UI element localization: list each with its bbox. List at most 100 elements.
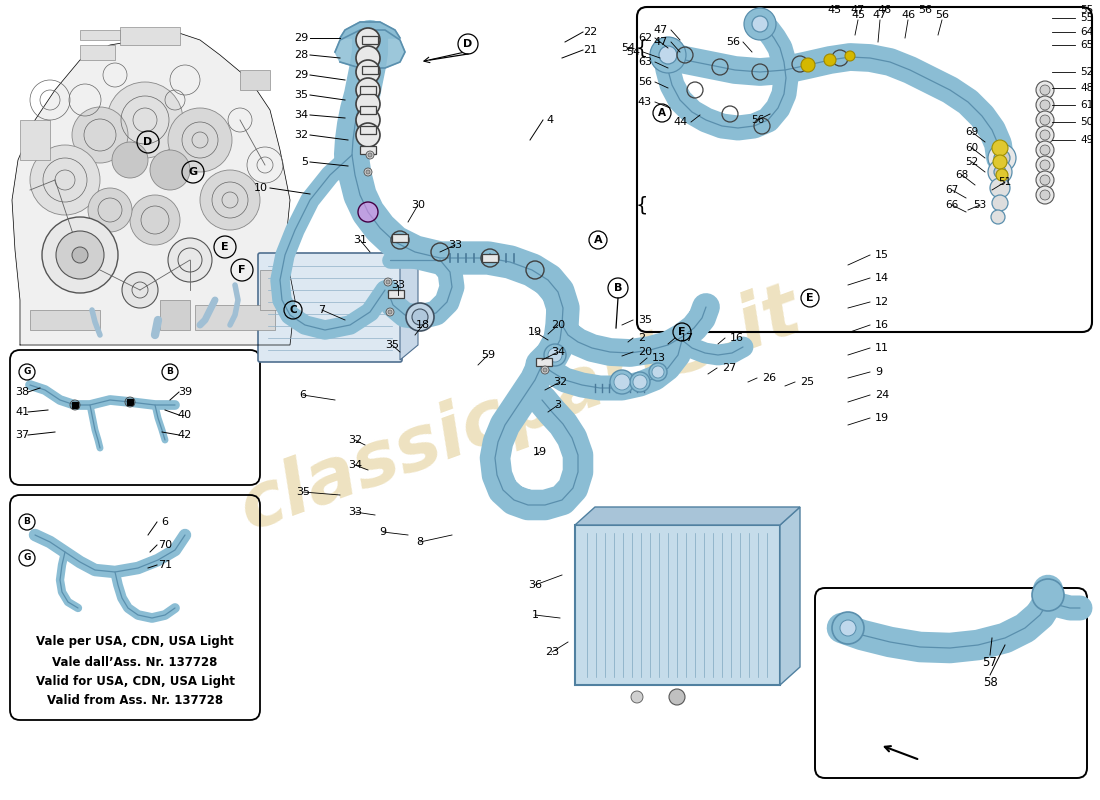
Text: B: B xyxy=(614,283,623,293)
Bar xyxy=(30,310,100,330)
Bar xyxy=(120,27,180,45)
Circle shape xyxy=(364,168,372,176)
Text: 49: 49 xyxy=(1080,135,1093,145)
Text: 23: 23 xyxy=(544,647,559,657)
Circle shape xyxy=(42,217,118,293)
Circle shape xyxy=(88,188,132,232)
Text: 22: 22 xyxy=(583,27,597,37)
Circle shape xyxy=(72,107,128,163)
Text: 33: 33 xyxy=(448,240,462,250)
Circle shape xyxy=(659,46,676,64)
Circle shape xyxy=(1036,171,1054,189)
Text: 56: 56 xyxy=(726,37,740,47)
Text: 38: 38 xyxy=(15,387,29,397)
Text: 43: 43 xyxy=(638,97,652,107)
Text: 51: 51 xyxy=(999,177,1012,187)
Text: {: { xyxy=(636,38,648,58)
Text: 5: 5 xyxy=(301,157,308,167)
Circle shape xyxy=(548,348,562,362)
Circle shape xyxy=(632,375,647,389)
Bar xyxy=(388,290,404,298)
Text: B: B xyxy=(166,367,174,377)
Bar xyxy=(482,254,498,262)
Circle shape xyxy=(630,372,650,392)
Circle shape xyxy=(1036,81,1054,99)
Text: G: G xyxy=(23,554,31,562)
Text: 66: 66 xyxy=(945,200,958,210)
Circle shape xyxy=(544,344,566,366)
Text: 20: 20 xyxy=(638,347,652,357)
Text: 69: 69 xyxy=(966,127,979,137)
Bar xyxy=(360,126,376,134)
Text: 40: 40 xyxy=(178,410,192,420)
Text: Valid for USA, CDN, USA Light: Valid for USA, CDN, USA Light xyxy=(35,675,234,689)
Text: 56: 56 xyxy=(638,77,652,87)
Text: 16: 16 xyxy=(874,320,889,330)
Text: 21: 21 xyxy=(583,45,597,55)
Text: 56: 56 xyxy=(918,5,932,15)
Circle shape xyxy=(168,108,232,172)
Circle shape xyxy=(832,612,864,644)
Text: 53: 53 xyxy=(974,200,987,210)
Circle shape xyxy=(993,155,1007,169)
Text: 6: 6 xyxy=(162,517,168,527)
Circle shape xyxy=(356,60,380,84)
Text: 10: 10 xyxy=(254,183,268,193)
Text: 70: 70 xyxy=(158,540,172,550)
Circle shape xyxy=(543,368,547,372)
Circle shape xyxy=(840,620,856,636)
Text: 19: 19 xyxy=(528,327,542,337)
Bar xyxy=(360,106,376,114)
Text: A: A xyxy=(594,235,603,245)
Text: 56: 56 xyxy=(935,10,949,20)
Circle shape xyxy=(992,140,1008,156)
Circle shape xyxy=(112,142,148,178)
Circle shape xyxy=(991,210,1005,224)
Text: 58: 58 xyxy=(982,675,998,689)
Text: 13: 13 xyxy=(652,353,666,363)
Text: 9: 9 xyxy=(874,367,882,377)
Text: 30: 30 xyxy=(411,200,425,210)
Text: 20: 20 xyxy=(551,320,565,330)
Text: 54: 54 xyxy=(620,43,635,53)
Text: 33: 33 xyxy=(390,280,405,290)
Text: 1: 1 xyxy=(531,610,539,620)
Circle shape xyxy=(358,202,378,222)
Text: A: A xyxy=(658,108,666,118)
Text: 44: 44 xyxy=(673,117,688,127)
Text: 45: 45 xyxy=(828,5,843,15)
Text: 39: 39 xyxy=(178,387,192,397)
Text: 15: 15 xyxy=(874,250,889,260)
Polygon shape xyxy=(780,507,800,685)
Circle shape xyxy=(356,92,380,116)
Text: 2: 2 xyxy=(638,333,645,343)
Circle shape xyxy=(366,170,370,174)
Circle shape xyxy=(30,145,100,215)
Circle shape xyxy=(994,166,1006,178)
Text: 29: 29 xyxy=(294,70,308,80)
Text: 54: 54 xyxy=(626,47,640,57)
Circle shape xyxy=(130,195,180,245)
Polygon shape xyxy=(12,30,295,345)
Circle shape xyxy=(1040,175,1050,185)
Circle shape xyxy=(1036,141,1054,159)
Text: Vale dall’Ass. Nr. 137728: Vale dall’Ass. Nr. 137728 xyxy=(53,655,218,669)
Bar xyxy=(392,234,408,242)
Circle shape xyxy=(168,238,212,282)
Text: 35: 35 xyxy=(296,487,310,497)
Text: 35: 35 xyxy=(385,340,399,350)
Bar xyxy=(536,358,552,366)
Bar xyxy=(20,120,50,160)
Text: 55: 55 xyxy=(1080,13,1093,23)
Circle shape xyxy=(1040,145,1050,155)
Text: 64: 64 xyxy=(1080,27,1093,37)
Text: 27: 27 xyxy=(722,363,736,373)
Circle shape xyxy=(356,28,380,52)
Text: 52: 52 xyxy=(1080,67,1093,77)
Bar xyxy=(260,270,285,310)
Text: 60: 60 xyxy=(966,143,979,153)
Text: F: F xyxy=(239,265,245,275)
Text: 47: 47 xyxy=(653,25,668,35)
Circle shape xyxy=(994,150,1010,166)
Text: 29: 29 xyxy=(294,33,308,43)
